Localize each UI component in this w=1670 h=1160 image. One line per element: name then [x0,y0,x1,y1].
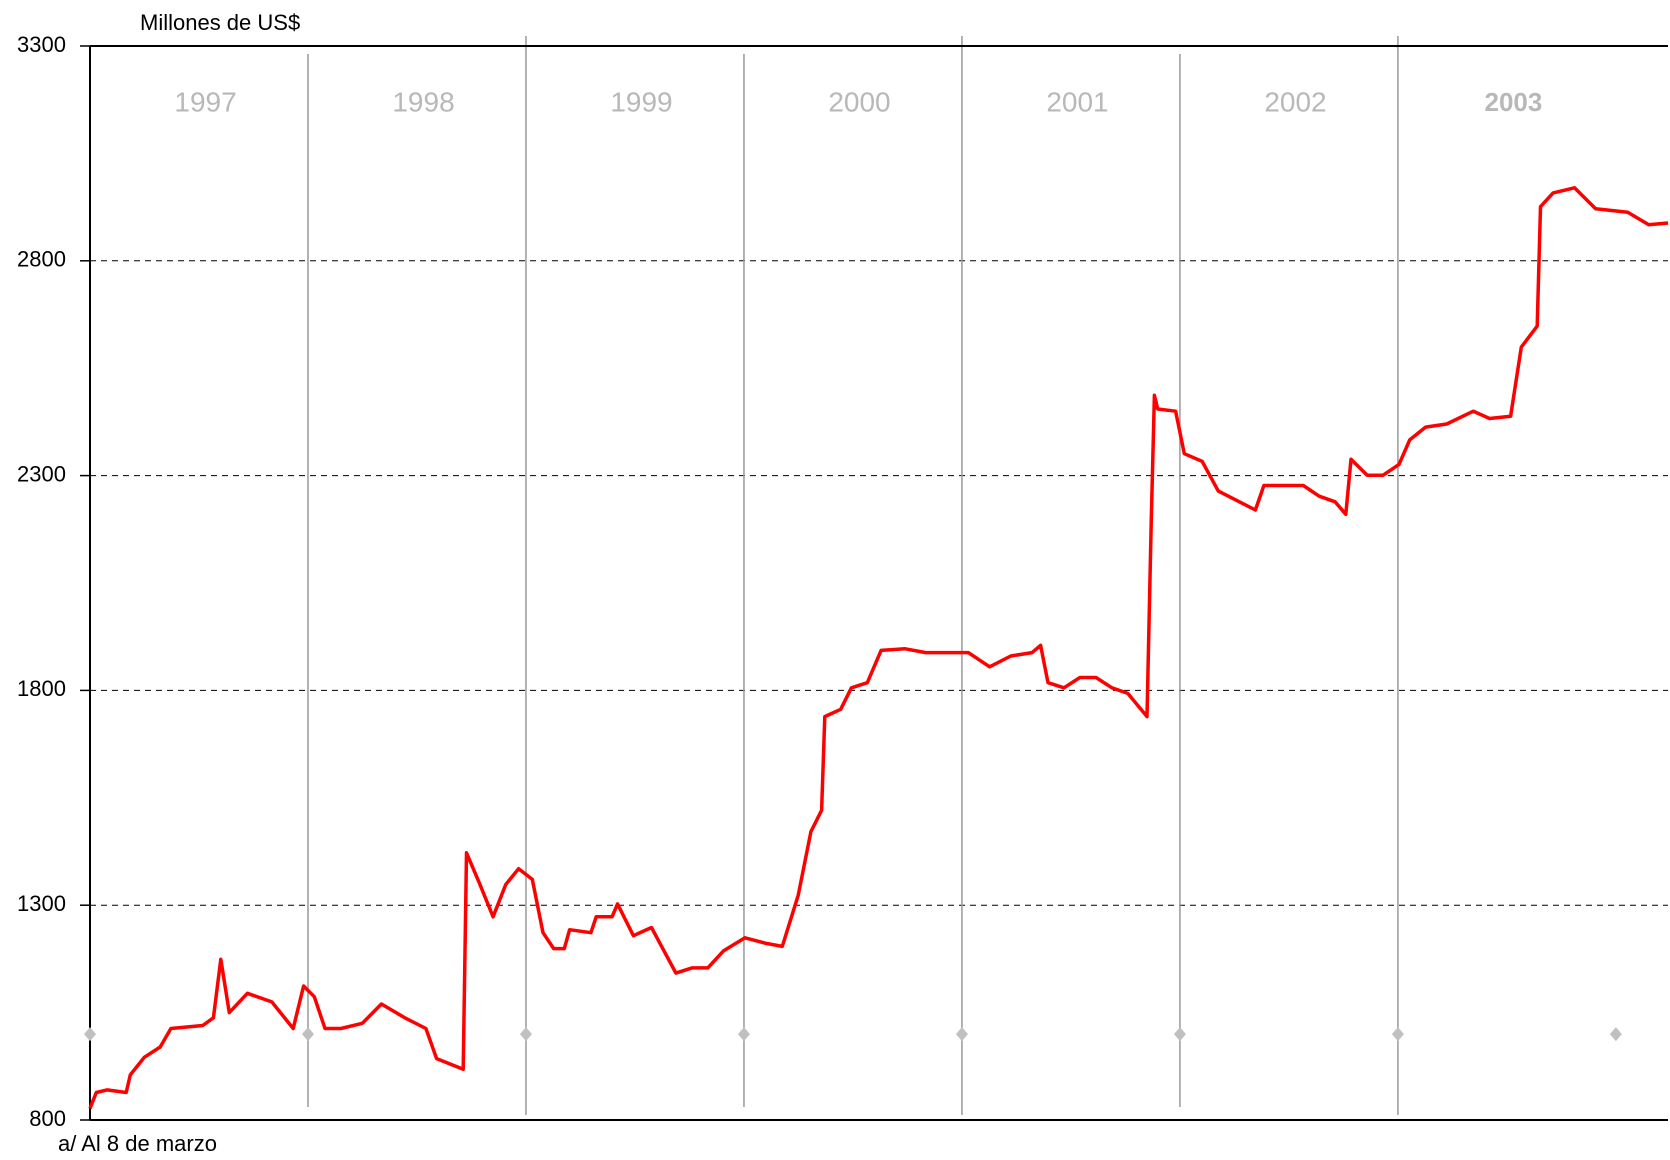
y-tick-label: 2300 [17,461,66,486]
footnote: a/ Al 8 de marzo [58,1131,217,1156]
marker [1173,1027,1186,1042]
year-label: 1998 [392,86,454,117]
year-label: 1997 [174,86,236,117]
year-label: 1999 [610,86,672,117]
year-label: 2001 [1046,86,1108,117]
y-tick-label: 3300 [17,32,66,57]
marker [737,1027,750,1042]
year-label: 2000 [828,86,890,117]
year-label: 2003 [1485,87,1543,117]
marker [301,1027,314,1042]
y-tick-label: 800 [29,1106,66,1131]
marker [1391,1027,1404,1042]
y-tick-label: 1300 [17,891,66,916]
marker [1609,1027,1622,1042]
data-line [88,186,1669,1110]
marker [519,1027,532,1042]
y-tick-label: 1800 [17,676,66,701]
marker [84,1027,96,1042]
marker [955,1027,968,1042]
y-axis-label: Millones de US$ [140,10,300,35]
year-label: 2002 [1264,86,1326,117]
y-tick-label: 2800 [17,247,66,272]
